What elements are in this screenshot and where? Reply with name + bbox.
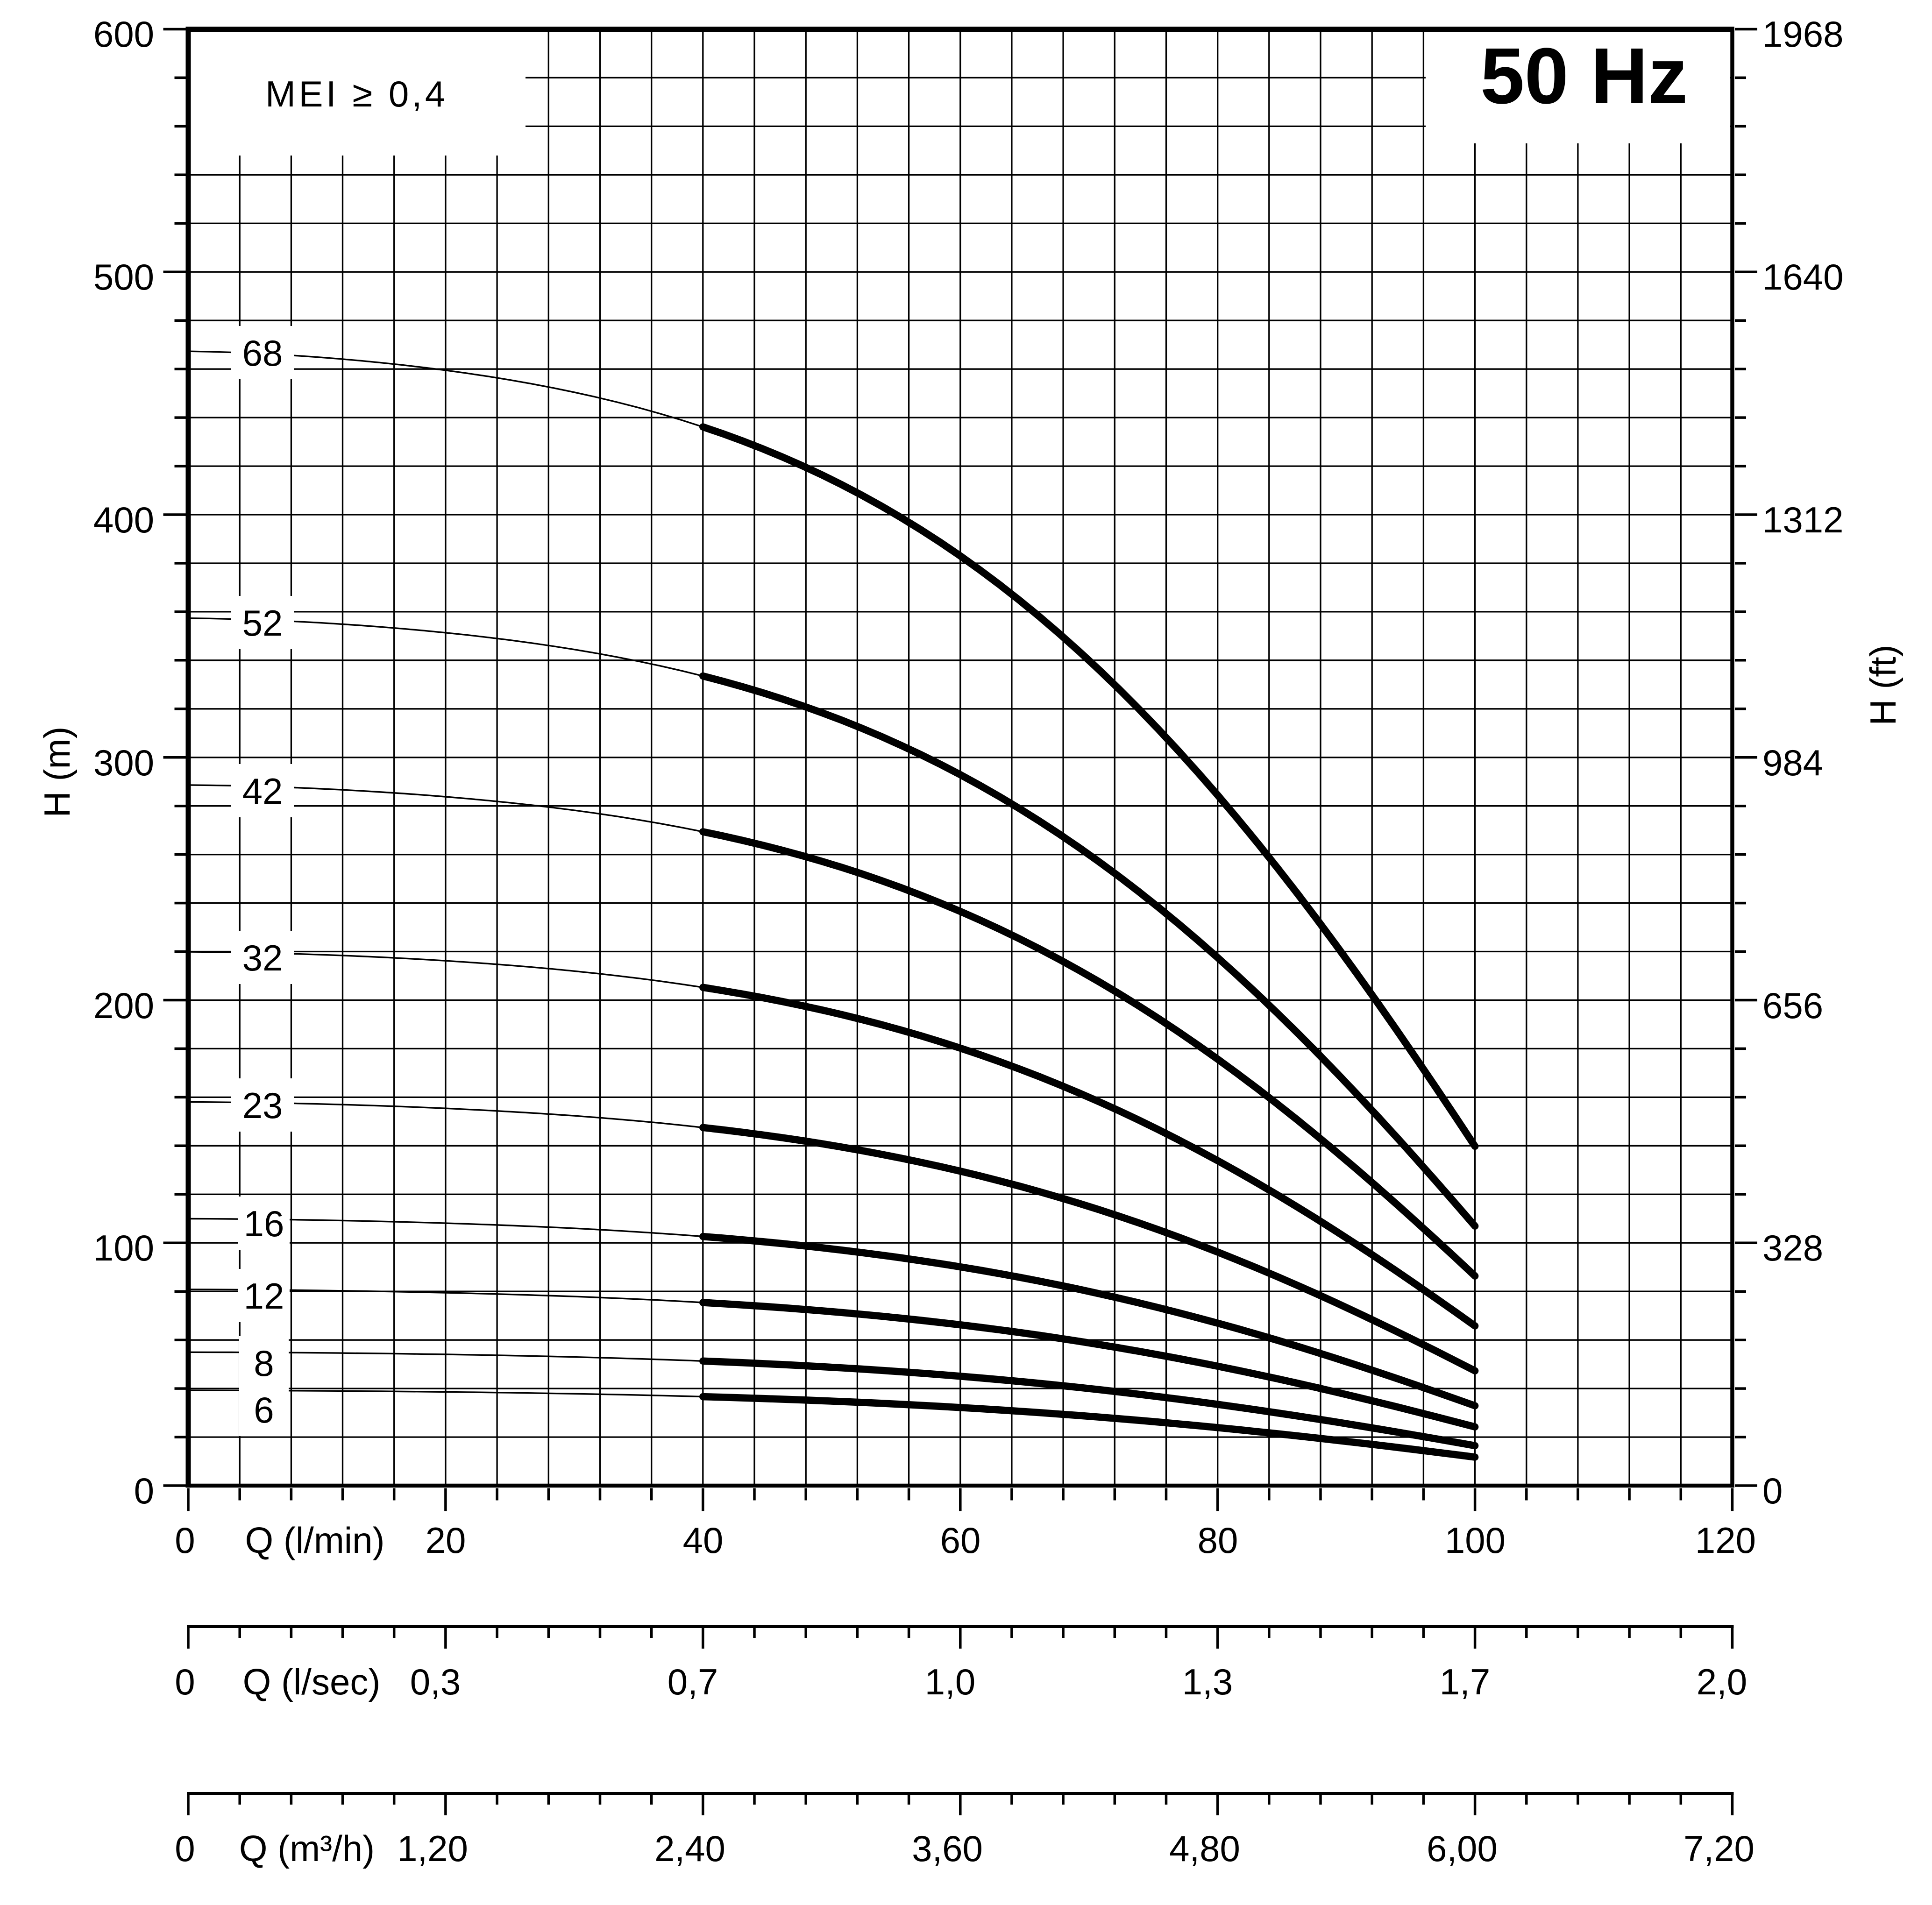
- svg-text:0: 0: [175, 1828, 195, 1869]
- svg-text:4,80: 4,80: [1169, 1828, 1240, 1869]
- svg-text:16: 16: [244, 1203, 284, 1244]
- svg-text:400: 400: [93, 499, 154, 540]
- svg-text:200: 200: [93, 985, 154, 1026]
- svg-text:6: 6: [254, 1389, 274, 1431]
- svg-text:0,7: 0,7: [668, 1661, 718, 1702]
- svg-text:984: 984: [1762, 742, 1823, 783]
- svg-text:1968: 1968: [1762, 14, 1844, 55]
- svg-text:Q (l/sec): Q (l/sec): [243, 1661, 381, 1702]
- svg-text:500: 500: [93, 256, 154, 297]
- svg-text:42: 42: [242, 771, 283, 812]
- svg-text:120: 120: [1695, 1520, 1756, 1561]
- svg-text:1312: 1312: [1762, 499, 1844, 540]
- svg-text:100: 100: [1445, 1520, 1506, 1561]
- svg-text:1,0: 1,0: [925, 1661, 975, 1702]
- svg-text:50 Hz: 50 Hz: [1480, 32, 1688, 120]
- svg-text:H (m): H (m): [36, 727, 78, 818]
- svg-text:328: 328: [1762, 1227, 1823, 1268]
- svg-text:1,7: 1,7: [1440, 1661, 1490, 1702]
- svg-text:7,20: 7,20: [1683, 1828, 1754, 1869]
- svg-text:32: 32: [242, 937, 283, 978]
- svg-text:Q (m³/h): Q (m³/h): [239, 1828, 375, 1869]
- svg-text:600: 600: [93, 14, 154, 55]
- svg-text:23: 23: [242, 1085, 283, 1126]
- svg-text:1,20: 1,20: [397, 1828, 468, 1869]
- svg-text:1640: 1640: [1762, 256, 1844, 297]
- svg-text:8: 8: [254, 1343, 274, 1384]
- svg-text:80: 80: [1198, 1520, 1238, 1561]
- svg-text:2,0: 2,0: [1697, 1661, 1747, 1702]
- svg-text:0,3: 0,3: [410, 1661, 461, 1702]
- svg-text:2,40: 2,40: [654, 1828, 725, 1869]
- svg-text:60: 60: [940, 1520, 981, 1561]
- svg-text:100: 100: [93, 1227, 154, 1268]
- svg-text:H (ft): H (ft): [1862, 644, 1904, 725]
- svg-text:6,00: 6,00: [1427, 1828, 1498, 1869]
- svg-text:0: 0: [175, 1661, 195, 1702]
- svg-text:20: 20: [426, 1520, 466, 1561]
- svg-text:0: 0: [134, 1470, 154, 1511]
- svg-text:12: 12: [244, 1275, 284, 1317]
- svg-text:3,60: 3,60: [912, 1828, 983, 1869]
- svg-text:1,3: 1,3: [1182, 1661, 1233, 1702]
- svg-text:68: 68: [242, 333, 283, 374]
- svg-text:40: 40: [683, 1520, 724, 1561]
- svg-text:0: 0: [1762, 1470, 1783, 1511]
- svg-text:MEI ≥ 0,4: MEI ≥ 0,4: [265, 73, 448, 114]
- svg-text:52: 52: [242, 602, 283, 644]
- svg-text:0: 0: [175, 1520, 195, 1561]
- svg-text:656: 656: [1762, 985, 1823, 1026]
- svg-text:300: 300: [93, 742, 154, 783]
- svg-text:Q (l/min): Q (l/min): [245, 1520, 385, 1561]
